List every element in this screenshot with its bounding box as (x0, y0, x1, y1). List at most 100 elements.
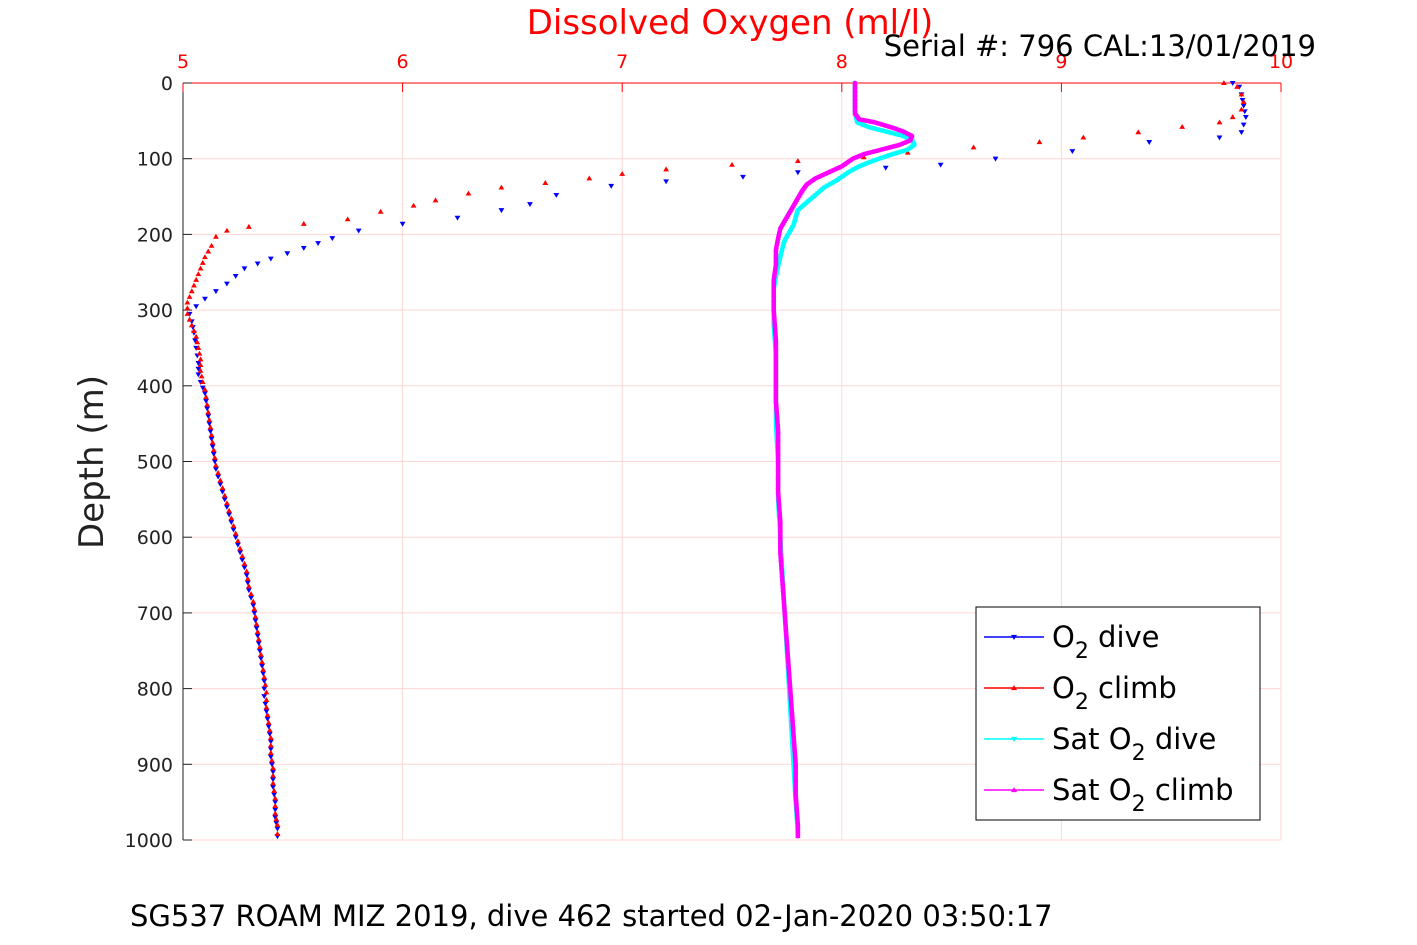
data-point (845, 170, 851, 175)
data-point (272, 807, 279, 813)
data-point (188, 288, 195, 294)
data-point (267, 256, 274, 262)
data-point (239, 553, 246, 559)
data-point (269, 757, 275, 763)
data-point (894, 126, 900, 131)
data-point (237, 550, 243, 556)
data-point (857, 121, 863, 127)
data-point (270, 769, 276, 775)
legend: O2 dive O2 climb Sat O2 dive Sat O2 climb (975, 606, 1261, 821)
data-point (856, 116, 862, 122)
x-tick-label: 9 (1055, 51, 1067, 73)
data-point (773, 254, 779, 259)
data-point (855, 153, 861, 159)
data-point (860, 162, 866, 168)
data-point (784, 648, 791, 653)
data-point (184, 310, 191, 316)
data-point (254, 633, 261, 639)
data-point (875, 157, 882, 162)
y-tick-label: 900 (137, 754, 173, 776)
data-point (778, 557, 784, 562)
data-point (454, 215, 461, 221)
data-point (970, 144, 977, 150)
data-point (553, 193, 560, 198)
data-point (252, 618, 259, 624)
data-point (193, 333, 200, 339)
data-point (890, 125, 897, 130)
data-point (211, 454, 218, 460)
data-point (243, 568, 250, 574)
data-point (284, 251, 291, 257)
data-point (1080, 134, 1087, 140)
data-point (771, 299, 777, 305)
data-point (432, 197, 439, 203)
data-point (196, 350, 203, 356)
data-point (261, 686, 268, 692)
data-point (782, 617, 788, 623)
data-point (772, 265, 778, 271)
data-point (789, 716, 795, 721)
data-point (217, 477, 224, 483)
data-point (205, 248, 212, 254)
data-point (217, 482, 224, 488)
data-point (1146, 140, 1153, 145)
data-point (261, 674, 268, 680)
data-point (213, 289, 219, 295)
data-point (843, 172, 849, 177)
data-point (272, 795, 279, 801)
data-point (879, 122, 886, 127)
data-point (779, 572, 785, 577)
data-point (774, 413, 780, 418)
data-point (887, 130, 893, 136)
data-point (790, 731, 797, 736)
data-point (872, 119, 878, 125)
data-point (241, 565, 248, 571)
data-point (195, 345, 202, 350)
x-tick-label: 6 (397, 51, 409, 73)
data-point (274, 831, 281, 836)
data-point (773, 258, 779, 263)
data-point (868, 119, 874, 124)
data-point (254, 628, 261, 634)
data-point (1240, 99, 1247, 104)
data-point (250, 598, 257, 604)
data-point (399, 221, 406, 227)
y-tick-label: 400 (137, 376, 173, 398)
data-point (777, 255, 783, 260)
data-point (209, 444, 216, 450)
data-point (329, 236, 336, 242)
data-point (828, 181, 834, 187)
data-point (864, 118, 870, 123)
y-axis-ticks: 0 100 200 300 400 500 600 700 800 900 1000 (125, 73, 192, 852)
data-point (215, 469, 222, 475)
data-point (266, 727, 273, 733)
data-point (211, 459, 218, 465)
data-point (771, 292, 777, 297)
data-point (1135, 129, 1142, 135)
data-point (210, 447, 217, 453)
data-point (775, 481, 781, 487)
data-point (410, 202, 417, 208)
data-point (771, 303, 777, 309)
data-point (778, 250, 785, 256)
data-point (878, 147, 884, 152)
data-point (186, 293, 193, 299)
data-point (663, 179, 670, 185)
data-point (195, 366, 202, 372)
data-point (860, 117, 866, 122)
y-tick-label: 0 (161, 73, 173, 95)
x-tick-label: 5 (177, 51, 189, 73)
data-point (202, 386, 208, 392)
data-point (771, 277, 777, 282)
series-layer (184, 80, 1249, 840)
data-point (879, 155, 886, 161)
data-point (377, 208, 384, 214)
data-point (829, 168, 835, 173)
data-point (773, 352, 779, 358)
data-point (852, 99, 858, 104)
data-point (204, 406, 211, 412)
data-point (772, 322, 778, 328)
data-point (186, 316, 193, 322)
data-point (355, 228, 362, 234)
